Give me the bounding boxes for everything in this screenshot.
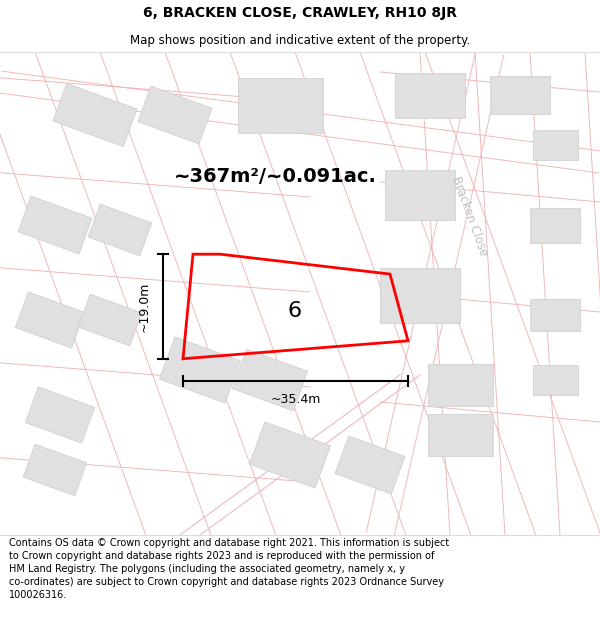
Text: ~367m²/~0.091ac.: ~367m²/~0.091ac. [173,168,376,186]
Polygon shape [88,204,152,256]
Text: Contains OS data © Crown copyright and database right 2021. This information is : Contains OS data © Crown copyright and d… [9,538,449,601]
Polygon shape [23,444,87,496]
Polygon shape [335,436,405,494]
Polygon shape [53,83,137,147]
Text: ~19.0m: ~19.0m [138,281,151,332]
Polygon shape [78,294,142,346]
Polygon shape [138,86,212,144]
Polygon shape [18,196,92,254]
Polygon shape [250,422,331,488]
Polygon shape [530,208,580,242]
Polygon shape [533,130,577,160]
Polygon shape [395,72,465,118]
Polygon shape [490,76,550,114]
Polygon shape [232,349,308,411]
Polygon shape [533,365,577,395]
Text: 6: 6 [288,301,302,321]
Polygon shape [16,292,85,348]
Text: Map shows position and indicative extent of the property.: Map shows position and indicative extent… [130,34,470,47]
Polygon shape [385,170,455,220]
Polygon shape [380,268,460,322]
Polygon shape [427,364,493,406]
Text: ~35.4m: ~35.4m [271,392,320,406]
Polygon shape [25,387,95,443]
Polygon shape [530,299,580,331]
Text: 6, BRACKEN CLOSE, CRAWLEY, RH10 8JR: 6, BRACKEN CLOSE, CRAWLEY, RH10 8JR [143,6,457,20]
Text: Bracken Close: Bracken Close [449,175,490,258]
Polygon shape [427,414,493,456]
Polygon shape [238,78,323,132]
Polygon shape [160,337,241,403]
